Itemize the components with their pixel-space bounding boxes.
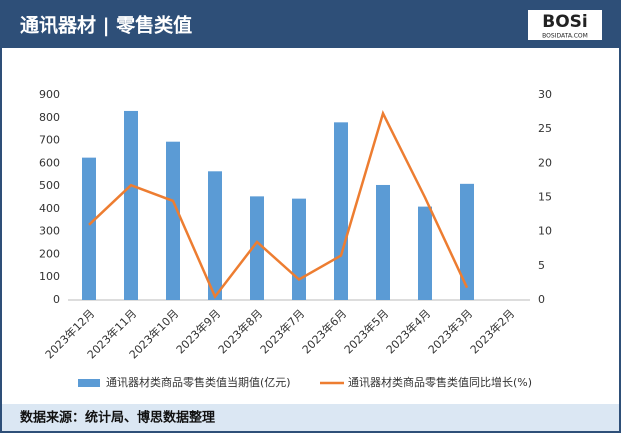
y2-tick-label: 25 [538, 122, 552, 135]
y-tick-label: 700 [39, 134, 60, 147]
y2-tick-label: 20 [538, 156, 552, 169]
legend-label: 通讯器材类商品零售类值同比增长(%) [348, 375, 532, 389]
y-tick-label: 500 [39, 179, 60, 192]
bar [166, 141, 180, 300]
bar [208, 171, 222, 300]
bar [418, 206, 432, 300]
bar [124, 110, 138, 300]
bar [334, 122, 348, 300]
logo-sub: BOSIDATA.COM [542, 33, 588, 40]
bar [82, 157, 96, 300]
y-tick-label: 0 [53, 293, 60, 306]
y-tick-label: 800 [39, 111, 60, 124]
y-tick-label: 100 [39, 270, 60, 283]
y2-tick-label: 0 [538, 293, 545, 306]
y2-tick-label: 5 [538, 259, 545, 272]
y2-tick-label: 15 [538, 191, 552, 204]
y-tick-label: 200 [39, 247, 60, 260]
header-bar [2, 2, 619, 48]
bar [292, 198, 306, 300]
legend-label: 通讯器材类商品零售类值当期值(亿元) [106, 375, 291, 389]
y-tick-label: 900 [39, 88, 60, 101]
y2-tick-label: 30 [538, 88, 552, 101]
footer: 数据来源：统计局、博思数据整理 [20, 410, 215, 426]
y-tick-label: 600 [39, 156, 60, 169]
bar [250, 196, 264, 300]
line [88, 110, 469, 300]
logo-box [528, 10, 602, 40]
title: 通讯器材 | 零售类值 [20, 14, 192, 37]
footer-bar [2, 404, 619, 431]
legend-swatch [78, 379, 100, 387]
y-tick-label: 400 [39, 202, 60, 215]
logo: BOSi [542, 12, 587, 32]
y2-tick-label: 10 [538, 225, 552, 238]
y-tick-label: 300 [39, 225, 60, 238]
bar [376, 184, 390, 300]
bar [460, 183, 474, 300]
